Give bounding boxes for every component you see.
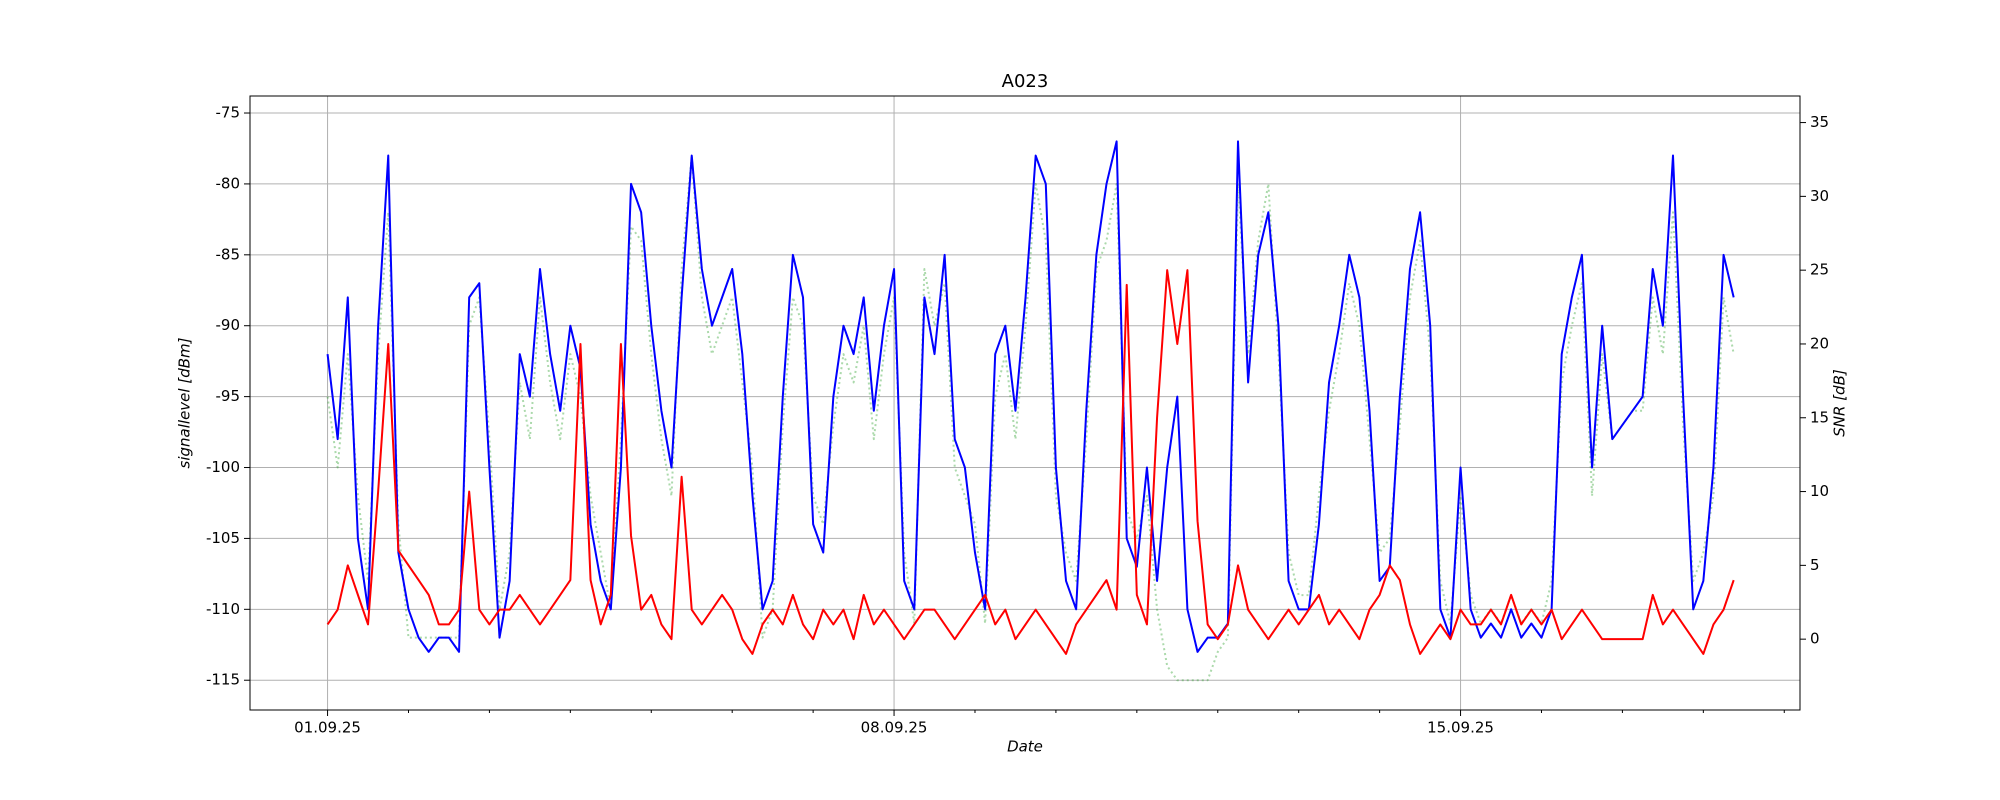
y-tick-label: -95	[216, 387, 241, 405]
y-tick-label: -80	[216, 174, 241, 192]
chart-title: A023	[1002, 71, 1049, 92]
y2-tick-label: 30	[1810, 187, 1829, 205]
y2-tick-label: 5	[1810, 556, 1820, 574]
x-tick-label: 08.09.25	[861, 719, 928, 737]
plot-frame	[249, 95, 1801, 711]
y-axis-label: signallevel [dBm]	[176, 337, 194, 468]
y-tick-label: -75	[216, 104, 241, 122]
y-tick-label: -100	[206, 458, 240, 476]
y2-tick-label: 20	[1810, 334, 1829, 352]
y2-tick-label: 0	[1810, 630, 1820, 648]
data-line	[326, 269, 1735, 655]
y2-tick-label: 10	[1810, 482, 1829, 500]
y-tick-label: -85	[216, 245, 241, 263]
y-tick-label: -115	[206, 671, 240, 689]
x-tick-label: 15.09.25	[1427, 719, 1494, 737]
y-tick-label: -90	[216, 316, 241, 334]
data-line	[326, 140, 1735, 653]
y-tick-label: -105	[206, 529, 240, 547]
x-axis-label: Date	[1007, 738, 1043, 756]
y2-tick-label: 15	[1810, 408, 1829, 426]
y-tick-label: -110	[206, 600, 240, 618]
y2-tick-label: 25	[1810, 261, 1829, 279]
x-tick-label: 01.09.25	[294, 719, 361, 737]
y2-tick-label: 35	[1810, 113, 1829, 131]
y2-axis-label: SNR [dB]	[1831, 369, 1849, 437]
